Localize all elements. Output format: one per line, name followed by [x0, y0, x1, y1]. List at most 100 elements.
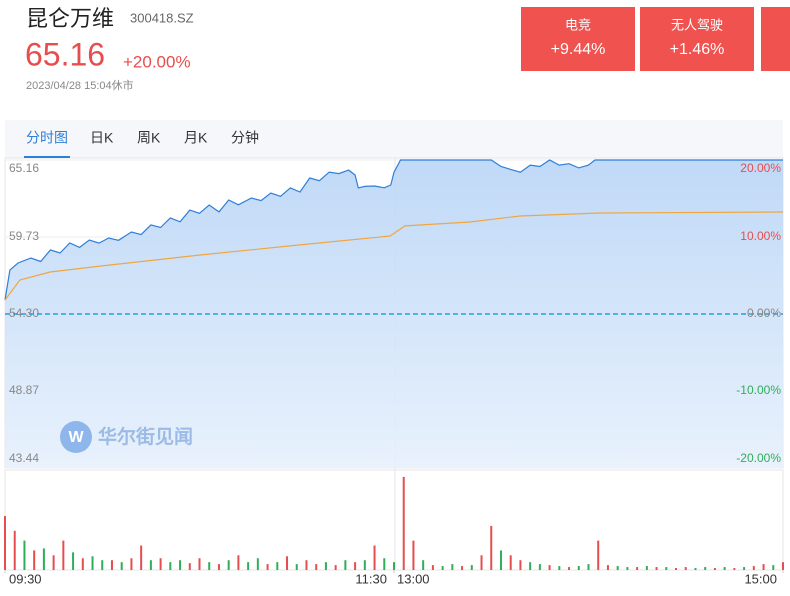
- volume-bar: [373, 545, 376, 570]
- tag-change: +1.46%: [670, 41, 725, 58]
- price: 65.16: [25, 36, 105, 72]
- volume-bar: [597, 540, 600, 570]
- volume-bar: [451, 564, 454, 570]
- volume-bar: [577, 566, 580, 570]
- y2-tick-label: -20.00%: [736, 451, 781, 465]
- volume-bar: [655, 567, 658, 570]
- volume-bar: [110, 560, 113, 570]
- volume-bar: [713, 568, 716, 570]
- tag-change: +9.44%: [551, 41, 606, 58]
- price-line: [4, 159, 783, 301]
- volume-bar: [509, 555, 512, 570]
- tab[interactable]: 分时图: [26, 130, 68, 146]
- volume-bar: [548, 565, 551, 570]
- tab[interactable]: 月K: [184, 130, 208, 146]
- x-tick-label: 13:00: [397, 571, 430, 586]
- volume-bar: [276, 562, 279, 570]
- volume-bar: [393, 562, 395, 570]
- tag-card-partial[interactable]: [761, 7, 790, 71]
- x-tick-label: 15:00: [744, 571, 777, 586]
- watermark-logo-letter: W: [68, 429, 84, 446]
- volume-bar: [159, 558, 162, 570]
- volume-bar: [529, 562, 532, 570]
- volume-bar: [490, 525, 493, 570]
- volume-bar: [354, 562, 357, 570]
- volume-bar: [636, 567, 639, 570]
- tab[interactable]: 分钟: [231, 130, 259, 146]
- volume-bar: [772, 565, 775, 570]
- volume-bar: [480, 555, 483, 570]
- volume-bar: [198, 558, 201, 570]
- x-tick-label: 11:30: [355, 571, 387, 586]
- volume-bar: [266, 564, 269, 570]
- volume-bar: [217, 564, 220, 570]
- volume-bar: [101, 560, 104, 570]
- volume-bar: [412, 540, 415, 570]
- volume-bar: [461, 566, 464, 570]
- volume-bar: [752, 566, 755, 570]
- tab-bar: [5, 120, 783, 158]
- volume-bar: [363, 560, 366, 570]
- x-tick-label: 09:30: [9, 571, 42, 586]
- y-tick-label: 59.73: [9, 229, 39, 243]
- stock-name: 昆仑万维: [26, 6, 114, 31]
- volume-bar: [149, 560, 152, 570]
- volume-bar: [694, 568, 697, 570]
- volume-panel: [4, 469, 784, 571]
- volume-bar: [23, 540, 26, 570]
- volume-bar: [616, 566, 619, 570]
- volume-bar: [208, 562, 211, 570]
- volume-bar: [723, 567, 726, 570]
- volume-bar: [140, 545, 143, 570]
- tab[interactable]: 周K: [137, 130, 161, 146]
- watermark: W: [60, 421, 92, 453]
- volume-bar: [33, 550, 36, 570]
- timestamp: 2023/04/28 15:04休市: [26, 78, 134, 92]
- volume-bar: [665, 567, 668, 570]
- volume-bar: [733, 568, 736, 570]
- volume-bar: [81, 558, 84, 570]
- tag-card[interactable]: [521, 7, 635, 71]
- volume-bar: [704, 567, 707, 570]
- volume-bar: [344, 560, 347, 570]
- volume-bar: [227, 560, 230, 570]
- tag-card[interactable]: [640, 7, 754, 71]
- y2-tick-label: 10.00%: [740, 229, 781, 243]
- tag-name: 无人驾驶: [671, 17, 723, 32]
- y-tick-label: 65.16: [9, 161, 39, 175]
- volume-bar: [13, 530, 16, 570]
- volume-bar: [247, 562, 250, 570]
- volume-bar: [470, 565, 473, 570]
- volume-bar: [120, 562, 123, 570]
- volume-bar: [179, 560, 182, 570]
- watermark-text: 华尔街见闻: [98, 425, 193, 448]
- volume-bar: [626, 567, 629, 570]
- volume-bar: [422, 560, 425, 570]
- volume-bar: [762, 564, 765, 570]
- volume-bar: [295, 564, 298, 570]
- volume-bar: [538, 564, 541, 570]
- y-tick-label: 48.87: [9, 383, 39, 397]
- volume-bar: [684, 567, 687, 570]
- volume-bar: [334, 565, 337, 570]
- volume-bar: [324, 562, 327, 570]
- volume-bar: [675, 568, 678, 570]
- volume-bar: [441, 566, 444, 570]
- volume-bar: [286, 556, 289, 570]
- y2-tick-label: 0.00%: [747, 306, 781, 320]
- volume-bar: [188, 563, 191, 570]
- volume-bar: [4, 516, 6, 570]
- volume-bar: [431, 565, 434, 570]
- price-change: +20.00%: [123, 52, 191, 71]
- volume-bar: [782, 562, 784, 570]
- average-line: [4, 211, 784, 301]
- volume-bar: [587, 564, 590, 570]
- tab[interactable]: 日K: [90, 130, 114, 146]
- volume-bar: [645, 566, 648, 570]
- volume-bar: [568, 567, 571, 570]
- y2-tick-label: -10.00%: [736, 383, 781, 397]
- volume-bar: [52, 555, 55, 570]
- volume-bar: [383, 558, 386, 570]
